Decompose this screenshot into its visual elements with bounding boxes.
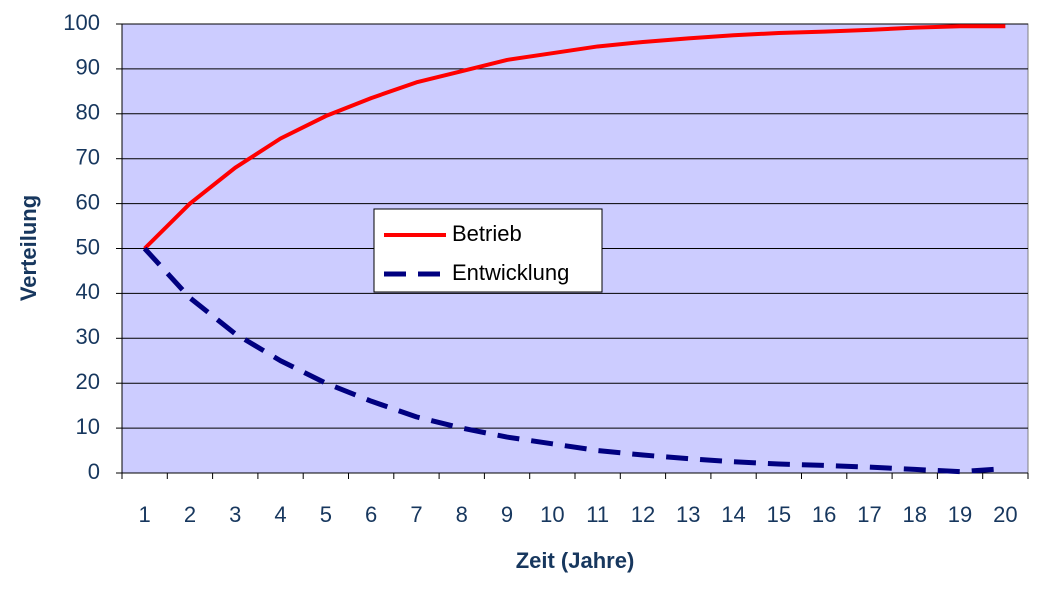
legend-box — [373, 208, 603, 293]
series-line — [143, 24, 1006, 250]
x-tick-label: 11 — [586, 502, 609, 527]
legend-label: Betrieb — [452, 221, 522, 246]
y-tick-label: 50 — [76, 234, 100, 259]
x-axis-title: Zeit (Jahre) — [516, 548, 635, 573]
x-tick-label: 5 — [320, 502, 332, 527]
y-tick-label: 90 — [76, 55, 100, 80]
x-tick-label: 17 — [857, 502, 881, 527]
x-tick-label: 12 — [631, 502, 655, 527]
y-tick-label: 10 — [76, 414, 100, 439]
y-tick-label: 100 — [63, 10, 100, 35]
y-tick-label: 60 — [76, 189, 100, 214]
x-tick-label: 14 — [721, 502, 745, 527]
x-tick-label: 16 — [812, 502, 836, 527]
y-tick-label: 0 — [88, 459, 100, 484]
x-tick-label: 1 — [139, 502, 151, 527]
x-tick-label: 3 — [229, 502, 241, 527]
series-line — [142, 246, 1006, 475]
x-tick-label: 9 — [501, 502, 513, 527]
x-tick-label: 4 — [274, 502, 286, 527]
y-tick-label: 20 — [76, 369, 100, 394]
x-tick-label: 18 — [903, 502, 927, 527]
x-tick-label: 13 — [676, 502, 700, 527]
x-tick-label: 6 — [365, 502, 377, 527]
y-axis-title: Verteilung — [16, 195, 41, 301]
x-tick-label: 10 — [540, 502, 564, 527]
x-tick-label: 19 — [948, 502, 972, 527]
x-tick-label: 20 — [993, 502, 1017, 527]
y-tick-label: 40 — [76, 279, 100, 304]
x-tick-label: 7 — [410, 502, 422, 527]
y-tick-label: 70 — [76, 145, 100, 170]
x-tick-label: 8 — [456, 502, 468, 527]
x-tick-label: 15 — [767, 502, 791, 527]
y-tick-label: 30 — [76, 324, 100, 349]
legend-label: Entwicklung — [452, 260, 569, 285]
x-tick-label: 2 — [184, 502, 196, 527]
y-tick-label: 80 — [76, 100, 100, 125]
